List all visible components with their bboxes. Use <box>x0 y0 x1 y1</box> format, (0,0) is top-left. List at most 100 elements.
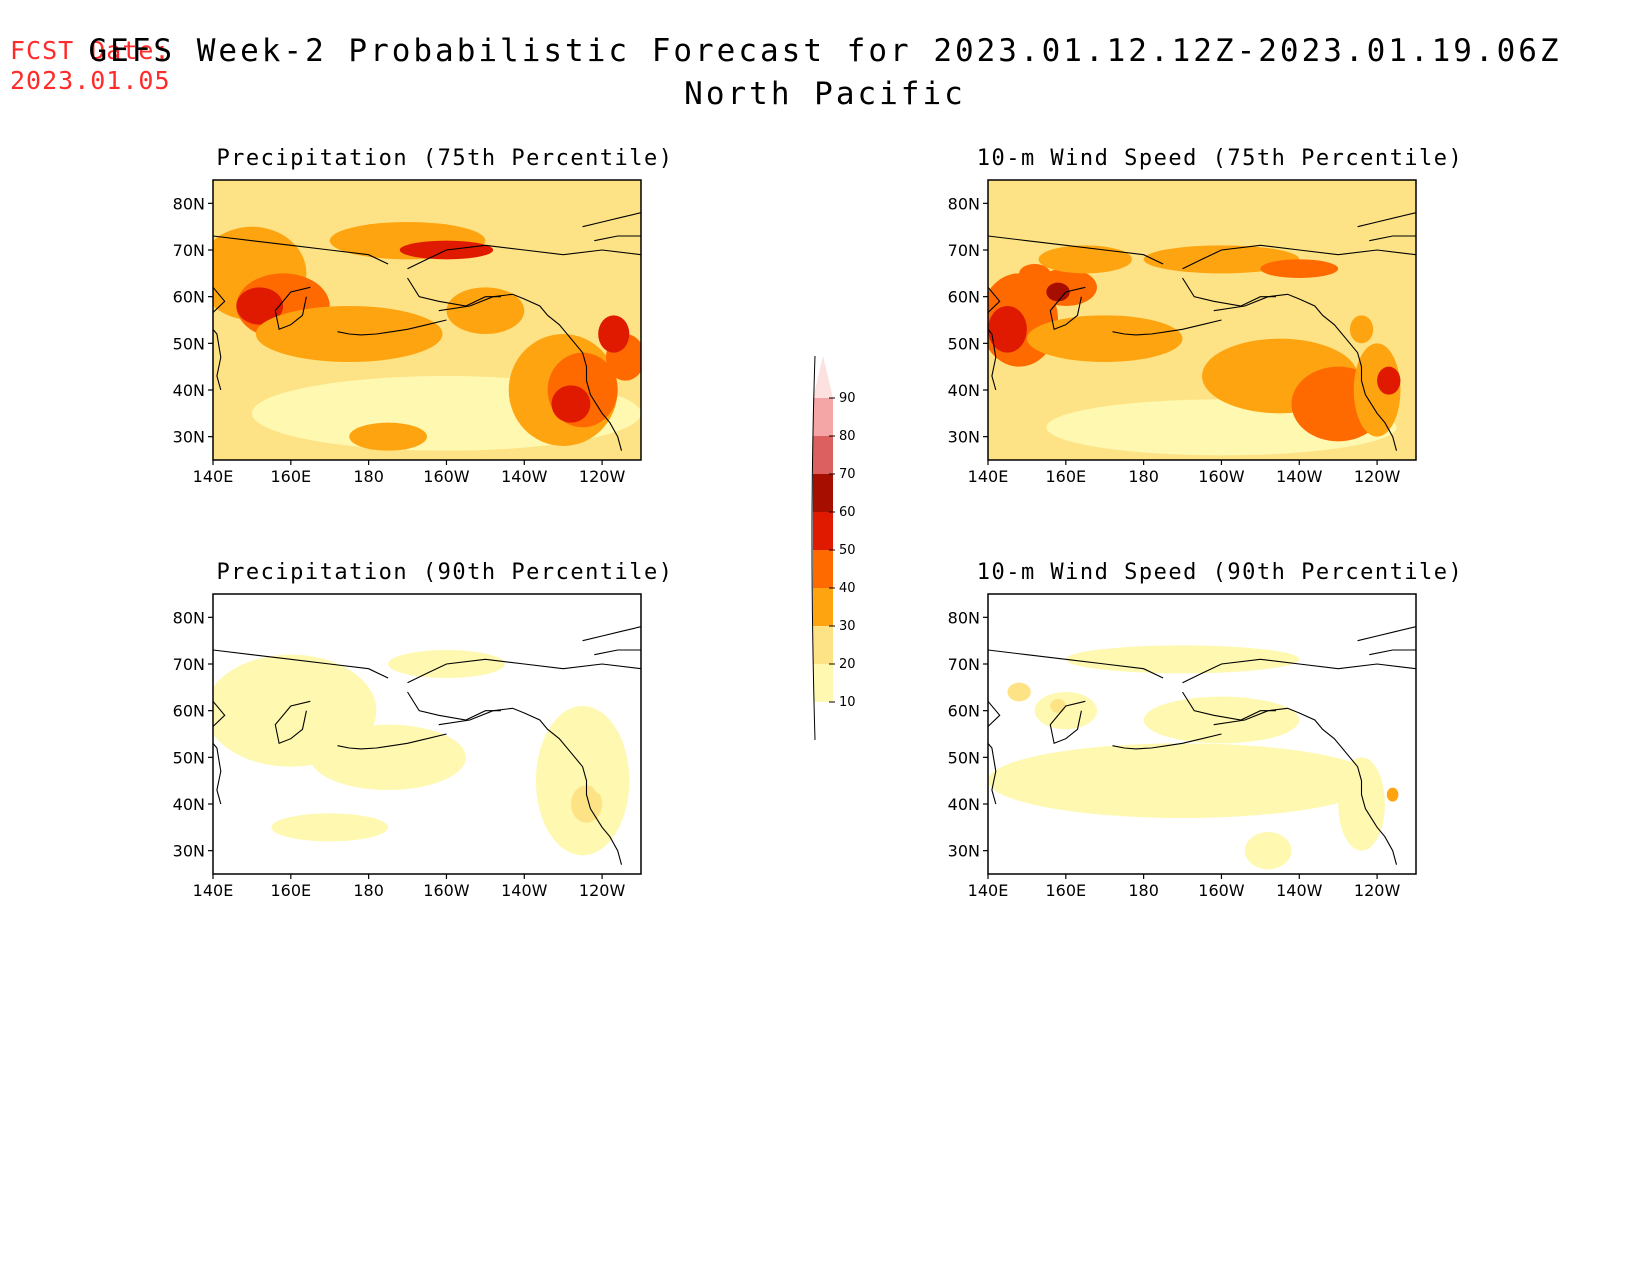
x-tick-label: 140E <box>193 881 234 900</box>
shaded-region <box>598 315 630 353</box>
shaded-region <box>1377 366 1401 395</box>
coastline <box>337 733 447 750</box>
shaded-region <box>586 720 618 795</box>
shaded-region <box>349 422 427 451</box>
forecast-date-value: 2023.01.05 <box>10 66 171 95</box>
coastline <box>1369 235 1416 242</box>
coastline <box>213 235 389 265</box>
coastline <box>274 286 311 331</box>
colorbar-label: 60 <box>839 505 856 520</box>
y-tick-label: 40N <box>173 381 205 400</box>
shaded-region <box>988 306 1027 353</box>
shaded-region <box>1143 245 1300 274</box>
colorbar-swatch <box>813 436 833 474</box>
coastline <box>988 649 1164 679</box>
coastline <box>213 286 226 391</box>
y-tick-label: 30N <box>948 428 980 447</box>
y-tick-label: 30N <box>173 428 205 447</box>
map-wind-75th: 140E 160E 180 160W 140W 120W 80N 70N 60N 50N 40N 30… <box>948 179 1417 486</box>
panel-wind-90th: 10-m Wind Speed (90th Percentile) 140E 16… <box>940 560 1500 950</box>
colorbar-label: 90 <box>839 391 856 406</box>
shaded-region <box>1007 682 1031 702</box>
y-tick-label: 80N <box>173 194 205 213</box>
colorbar-label: 10 <box>839 695 856 710</box>
y-tick-label: 80N <box>948 608 980 627</box>
x-tick-label: 120W <box>579 467 626 486</box>
x-tick-label: 160W <box>1198 467 1245 486</box>
coastline <box>1112 733 1222 750</box>
coastline <box>1369 649 1416 656</box>
shaded-region <box>1019 264 1051 283</box>
coastline <box>274 700 311 745</box>
shaded-region <box>535 706 630 856</box>
shaded-region <box>1338 757 1385 851</box>
forecast-date: FCST Date: 2023.01.05 <box>10 36 171 96</box>
map-precip-75th: 140E 160E 180 160W 140W 120W 80N 70N 60N 50N 40N 30… <box>173 179 642 486</box>
y-tick-label: 80N <box>173 608 205 627</box>
coastline <box>1182 244 1416 270</box>
x-tick-label: 140E <box>968 881 1009 900</box>
colorbar-swatch <box>813 474 833 512</box>
map-frame <box>987 593 1417 875</box>
coastline <box>407 277 501 307</box>
y-tick-label: 70N <box>948 655 980 674</box>
x-tick-label: 140W <box>501 881 548 900</box>
colorbar-label: 50 <box>839 543 856 558</box>
coastline <box>407 658 641 684</box>
shaded-region <box>1143 696 1300 744</box>
shaded-region <box>1046 282 1070 302</box>
shaded-region <box>1386 787 1399 802</box>
colorbar-swatch <box>813 626 833 664</box>
shaded-region <box>1260 259 1339 278</box>
shaded-region <box>570 785 603 823</box>
figure-title-line1: GEFS Week-2 Probabilistic Forecast for 2… <box>88 33 1562 69</box>
coastline <box>594 235 641 242</box>
panel-wind-75th: 10-m Wind Speed (75th Percentile) 140E 16… <box>940 146 1500 536</box>
y-tick-label: 50N <box>948 748 980 767</box>
coastline <box>1182 277 1276 307</box>
coastline <box>1049 286 1086 331</box>
y-tick-label: 80N <box>948 194 980 213</box>
shaded-region <box>1349 315 1374 344</box>
panel-title: Precipitation (90th Percentile) <box>216 560 674 585</box>
x-tick-label: 160W <box>423 467 470 486</box>
coastline <box>407 691 501 721</box>
coastline <box>1213 707 1398 865</box>
panel-title: 10-m Wind Speed (75th Percentile) <box>976 146 1464 171</box>
shaded-region <box>1034 692 1097 730</box>
panel-title: 10-m Wind Speed (90th Percentile) <box>976 560 1464 585</box>
shaded-region <box>988 743 1378 818</box>
coastline <box>213 700 226 805</box>
shaded-region <box>446 287 525 334</box>
coastline <box>594 649 641 656</box>
colorbar-label: 70 <box>839 467 856 482</box>
y-tick-label: 60N <box>173 288 205 307</box>
colorbar-swatch <box>813 664 833 702</box>
shaded-region <box>271 813 389 842</box>
map-frame <box>212 179 642 461</box>
x-tick-label: 120W <box>579 881 626 900</box>
coastline <box>438 293 623 451</box>
x-tick-label: 160W <box>423 881 470 900</box>
x-tick-label: 180 <box>353 881 384 900</box>
map-wind-90th: 140E 160E 180 160W 140W 120W 80N 70N 60N 50N 40N 30… <box>948 593 1417 900</box>
x-tick-label: 120W <box>1354 467 1401 486</box>
colorbar-outline <box>811 355 816 741</box>
colorbar-label: 40 <box>839 581 856 596</box>
colorbar-swatch <box>813 588 833 626</box>
x-tick-label: 180 <box>1128 881 1159 900</box>
coastline <box>988 700 1001 805</box>
forecast-date-label: FCST Date: <box>10 36 171 65</box>
coastline <box>1182 691 1276 721</box>
map-frame <box>987 179 1417 461</box>
y-tick-label: 40N <box>173 795 205 814</box>
shaded-region <box>310 724 466 790</box>
panel-title: Precipitation (75th Percentile) <box>216 146 674 171</box>
y-tick-label: 50N <box>173 748 205 767</box>
x-tick-label: 140E <box>968 467 1009 486</box>
shaded-region <box>1244 832 1292 870</box>
x-tick-label: 180 <box>1128 467 1159 486</box>
y-tick-label: 70N <box>173 655 205 674</box>
coastline <box>582 212 641 228</box>
y-tick-label: 30N <box>948 842 980 861</box>
